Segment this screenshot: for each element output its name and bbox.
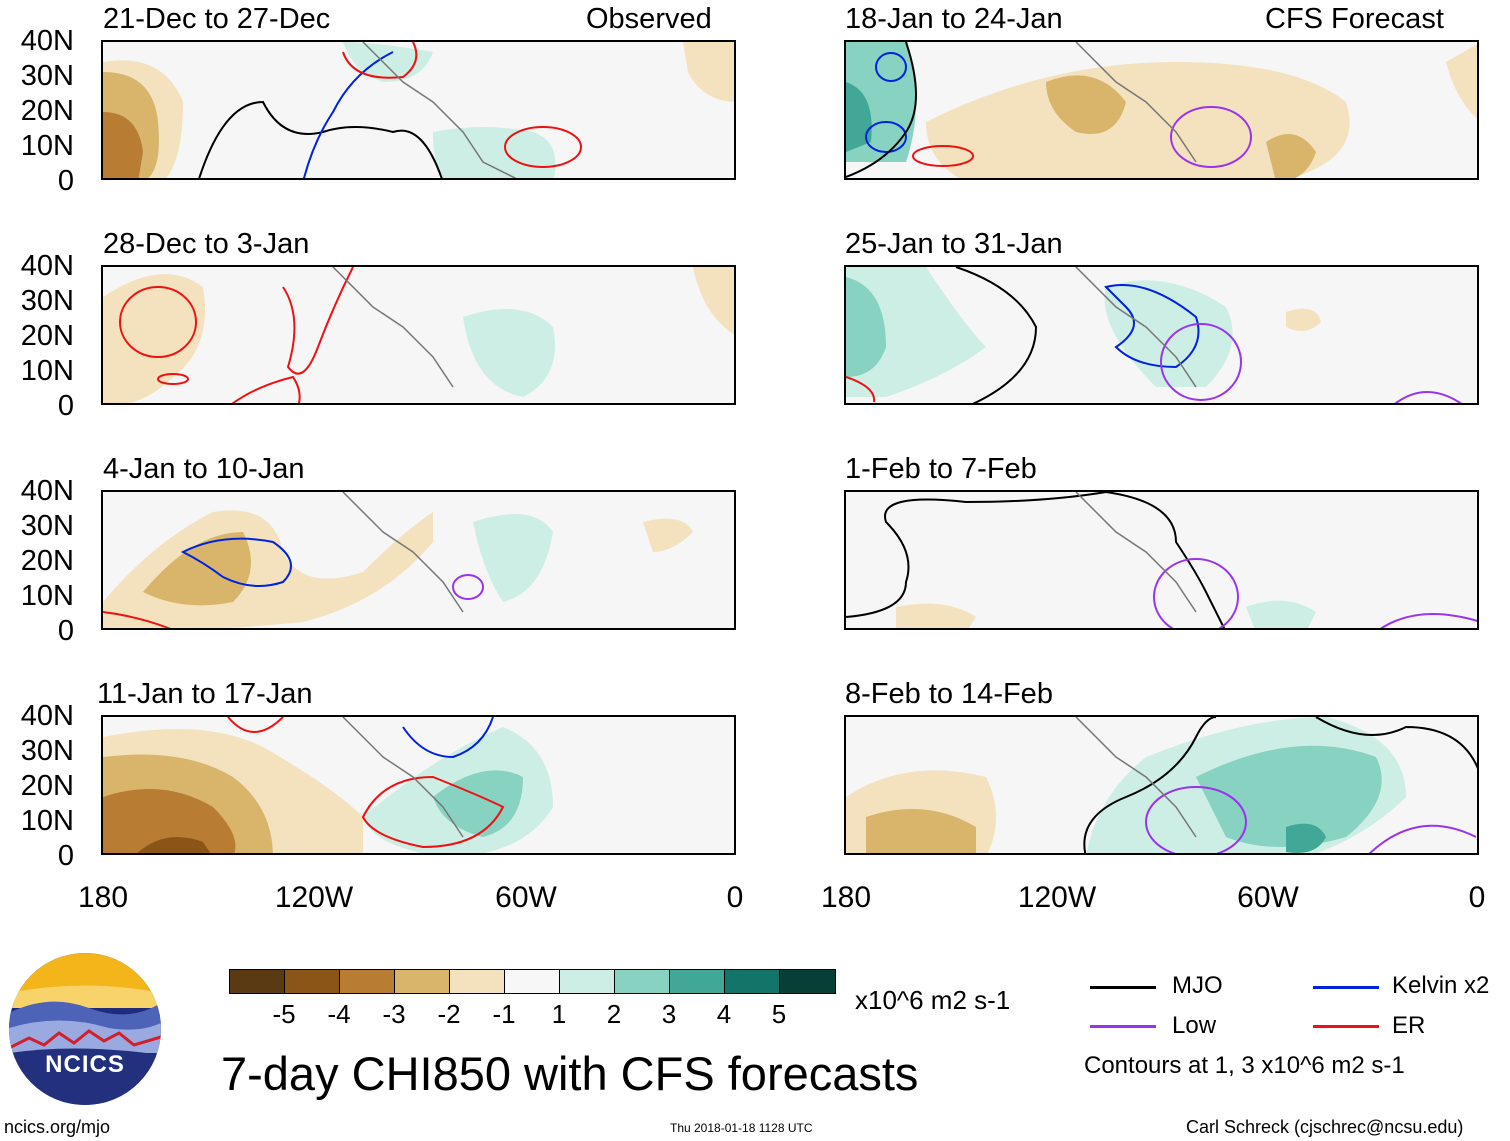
colorbar-units: x10^6 m2 s-1 (855, 985, 1011, 1015)
map-panel (844, 715, 1479, 855)
lat-tick: 40N (20, 700, 74, 732)
colorbar-label: 5 (771, 999, 787, 1029)
lat-tick: 20N (20, 95, 74, 127)
colorbar-swatch (395, 970, 450, 993)
colorbar (229, 969, 836, 994)
lat-tick: 40N (20, 475, 74, 507)
colorbar-swatch (285, 970, 340, 993)
footer-url[interactable]: ncics.org/mjo (4, 1117, 111, 1137)
lat-tick: 20N (20, 545, 74, 577)
colorbar-swatch (670, 970, 725, 993)
colorbar-swatch (505, 970, 560, 993)
lon-tick: 60W (495, 881, 557, 914)
panel-title: 25-Jan to 31-Jan (845, 228, 1063, 260)
legend-label-kelvin: Kelvin x2 (1392, 972, 1490, 999)
lat-tick: 30N (20, 510, 74, 542)
lat-tick: 0 (57, 390, 74, 422)
lat-tick: 0 (57, 165, 74, 197)
lat-tick: 10N (20, 580, 74, 612)
lon-tick: 120W (1017, 881, 1097, 914)
lat-tick: 40N (20, 250, 74, 282)
lat-tick: 30N (20, 60, 74, 92)
lat-tick: 10N (20, 805, 74, 837)
legend-label-low: Low (1172, 1012, 1217, 1039)
lat-tick: 30N (20, 285, 74, 317)
panel-title: 4-Jan to 10-Jan (103, 453, 305, 485)
colorbar-label: 3 (661, 999, 677, 1029)
forecast-label: CFS Forecast (1265, 3, 1444, 35)
colorbar-label: -2 (437, 999, 461, 1029)
lat-tick: 20N (20, 770, 74, 802)
colorbar-label: 1 (551, 999, 567, 1029)
lat-tick: 20N (20, 320, 74, 352)
colorbar-swatch (725, 970, 780, 993)
panel-title: 21-Dec to 27-Dec (103, 3, 331, 35)
legend-line-low (1090, 1025, 1156, 1028)
colorbar-swatch (230, 970, 285, 993)
colorbar-label: -4 (327, 999, 351, 1029)
colorbar-label: 2 (606, 999, 622, 1029)
colorbar-swatch (340, 970, 395, 993)
panel-title: 11-Jan to 17-Jan (97, 678, 313, 710)
panel-title: 28-Dec to 3-Jan (103, 228, 310, 260)
colorbar-swatch (450, 970, 505, 993)
map-panel (101, 40, 736, 180)
footer-author: Carl Schreck (cjschrec@ncsu.edu) (1186, 1117, 1464, 1137)
legend-line-mjo (1090, 986, 1156, 989)
logo-text: NCICS (45, 1051, 125, 1078)
lon-tick: 0 (1468, 881, 1486, 914)
map-panel (844, 40, 1479, 180)
legend-label-mjo: MJO (1172, 972, 1223, 999)
lat-tick: 10N (20, 355, 74, 387)
legend-line-kelvin (1313, 986, 1379, 989)
observed-label: Observed (586, 3, 712, 35)
contour-note: Contours at 1, 3 x10^6 m2 s-1 (1084, 1052, 1405, 1079)
map-panel (844, 265, 1479, 405)
lon-tick: 120W (274, 881, 354, 914)
lon-tick: 60W (1237, 881, 1299, 914)
colorbar-label: 4 (716, 999, 732, 1029)
legend-label-er: ER (1392, 1012, 1426, 1039)
lon-tick: 0 (726, 881, 744, 914)
colorbar-swatch (560, 970, 615, 993)
colorbar-swatch (780, 970, 835, 993)
map-panel (101, 265, 736, 405)
legend-line-er (1313, 1025, 1379, 1028)
panel-title: 18-Jan to 24-Jan (845, 3, 1063, 35)
lat-tick: 0 (57, 615, 74, 647)
colorbar-label: -5 (272, 999, 296, 1029)
main-title: 7-day CHI850 with CFS forecasts (221, 1047, 919, 1100)
lat-tick: 40N (20, 25, 74, 57)
colorbar-swatch (615, 970, 670, 993)
map-panel (844, 490, 1479, 630)
lat-tick: 30N (20, 735, 74, 767)
panel-title: 8-Feb to 14-Feb (845, 678, 1053, 710)
map-panel (101, 715, 736, 855)
ncics-logo: NCICS (9, 953, 161, 1105)
lat-tick: 0 (57, 840, 74, 872)
lat-tick: 10N (20, 130, 74, 162)
lon-tick: 180 (820, 881, 872, 914)
panel-title: 1-Feb to 7-Feb (845, 453, 1037, 485)
colorbar-label: -3 (382, 999, 406, 1029)
map-panel (101, 490, 736, 630)
footer-timestamp: Thu 2018-01-18 1128 UTC (670, 1121, 813, 1135)
colorbar-label: -1 (492, 999, 516, 1029)
lon-tick: 180 (77, 881, 129, 914)
